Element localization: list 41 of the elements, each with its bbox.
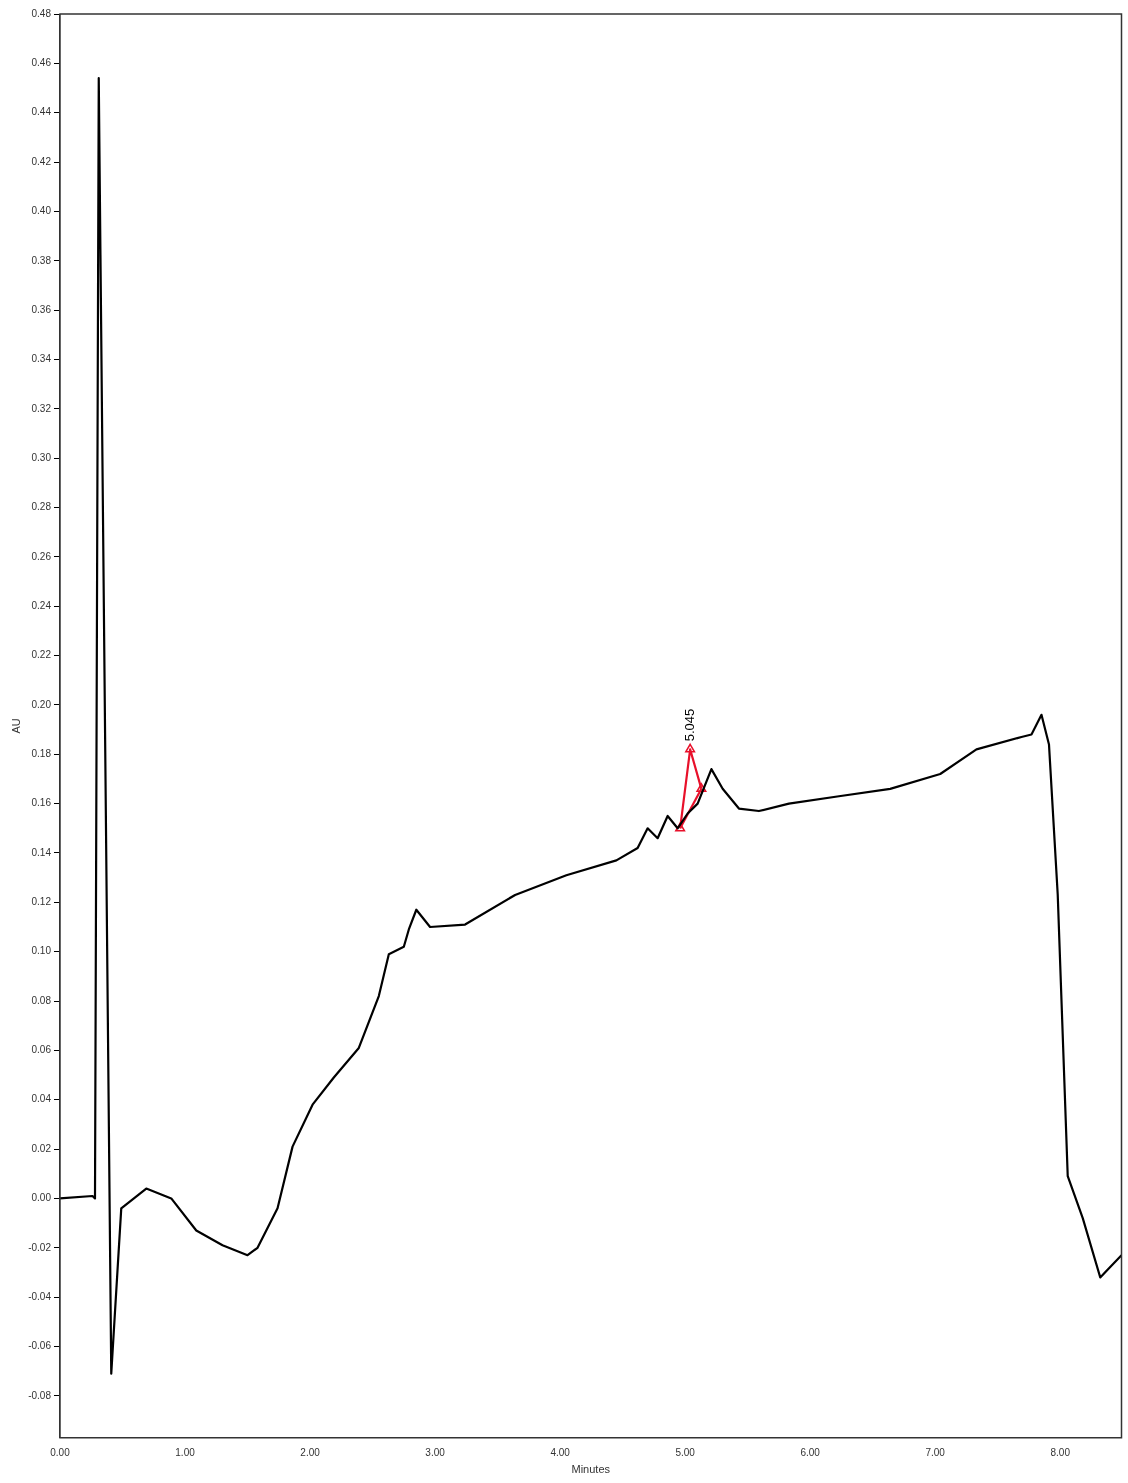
- x-tick-label: 6.00: [800, 1446, 821, 1458]
- annotation: 5.045: [682, 708, 698, 742]
- y-tick-label: -0.02: [28, 1241, 52, 1253]
- x-tick-label: 4.00: [550, 1446, 571, 1458]
- y-tick-label: 0.24: [31, 599, 52, 611]
- y-tick-label: 0.46: [31, 57, 52, 69]
- y-tick-label: 0.36: [31, 303, 52, 315]
- y-axis-title: AU: [9, 718, 22, 734]
- y-tick-label: 0.48: [31, 7, 52, 19]
- y-tick-label: 0.02: [31, 1142, 52, 1154]
- y-tick-label: -0.04: [28, 1290, 52, 1302]
- y-tick-label: 0.38: [31, 254, 52, 266]
- y-tick-label: 0.12: [31, 896, 52, 908]
- x-axis-title: Minutes: [571, 1463, 611, 1476]
- y-tick-label: 0.20: [31, 698, 52, 710]
- y-tick-label: -0.08: [28, 1389, 52, 1401]
- x-tick-label: 8.00: [1050, 1446, 1071, 1458]
- y-tick-label: 0.16: [31, 797, 52, 809]
- y-tick-label: 0.34: [31, 353, 52, 365]
- y-tick-label: 0.06: [31, 1044, 52, 1056]
- y-tick-label: 0.28: [31, 501, 52, 513]
- y-tick-label: 0.18: [31, 748, 52, 760]
- y-tick-label: 0.30: [31, 451, 52, 463]
- y-tick-label: 0.14: [31, 846, 52, 858]
- y-tick-label: 0.00: [31, 1192, 52, 1204]
- x-tick-label: 7.00: [925, 1446, 946, 1458]
- y-tick-label: 0.44: [31, 106, 52, 118]
- y-tick-label: 0.08: [31, 994, 52, 1006]
- y-tick-label: 0.42: [31, 155, 52, 167]
- y-tick-label: 0.22: [31, 649, 52, 661]
- x-tick-label: 5.00: [675, 1446, 696, 1458]
- x-tick-label: 1.00: [175, 1446, 196, 1458]
- y-tick-label: 0.04: [31, 1093, 52, 1105]
- x-tick-label: 2.00: [300, 1446, 321, 1458]
- y-tick-label: -0.06: [28, 1340, 52, 1352]
- x-tick-label: 0.00: [50, 1446, 71, 1458]
- y-tick-label: 0.32: [31, 402, 52, 414]
- y-tick-label: 0.10: [31, 945, 52, 957]
- x-tick-label: 3.00: [425, 1446, 446, 1458]
- y-tick-label: 0.40: [31, 205, 52, 217]
- y-tick-label: 0.26: [31, 550, 52, 562]
